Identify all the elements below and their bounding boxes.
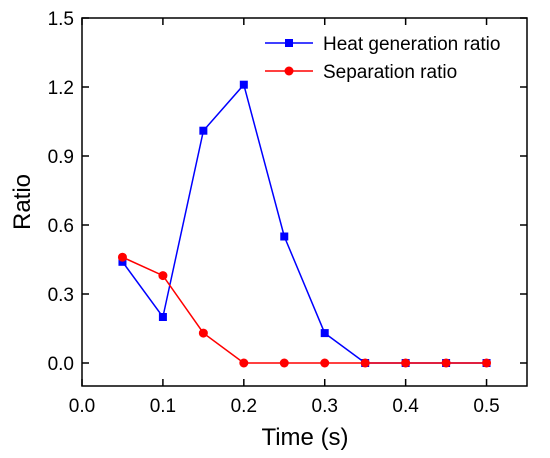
data-point: [320, 358, 330, 368]
data-point: [280, 232, 289, 241]
data-point: [158, 313, 167, 321]
x-tick-label: 0.1: [150, 396, 176, 417]
data-point: [117, 252, 127, 262]
legend-label: Heat generation ratio: [323, 34, 500, 55]
series-1: [117, 252, 492, 368]
x-tick-label: 0.2: [231, 396, 257, 417]
data-point: [198, 328, 208, 338]
legend-label: Separation ratio: [323, 62, 457, 83]
x-axis-title: Time (s): [261, 424, 348, 451]
y-tick-label: 0.6: [48, 216, 74, 237]
data-point: [360, 358, 370, 368]
y-axis-title: Ratio: [9, 174, 36, 230]
x-tick-label: 0.5: [473, 396, 499, 417]
x-tick-label: 0.3: [312, 396, 338, 417]
plot-frame: [81, 17, 528, 387]
data-point: [199, 126, 208, 135]
axis-ticks: 0.0 0.1 0.2 0.3 0.4 0.5 0.0 0.3 0.6 0.9 1.2 1.5: [48, 9, 527, 417]
series-line: [121, 83, 487, 364]
data-point: [239, 80, 248, 89]
y-tick-label: 1.5: [48, 9, 74, 30]
data-point: [320, 329, 329, 338]
data-point: [482, 358, 492, 368]
data-point: [118, 257, 127, 266]
data-point: [401, 358, 411, 368]
y-tick-label: 0.0: [48, 354, 74, 375]
data-point: [279, 358, 289, 368]
legend-marker: [284, 66, 294, 76]
data-point: [239, 358, 249, 368]
y-tick-label: 1.2: [48, 78, 74, 99]
x-tick-label: 0.0: [69, 396, 95, 417]
data-point: [158, 271, 168, 281]
data-point: [441, 358, 451, 368]
series-0: [118, 80, 491, 367]
series-line: [122, 256, 487, 364]
y-tick-label: 0.9: [48, 147, 74, 168]
series-layer: [117, 80, 492, 368]
x-tick-label: 0.4: [392, 396, 419, 417]
legend: Heat generation ratio Separation ratio: [265, 34, 500, 83]
legend-marker: [285, 39, 293, 47]
y-tick-label: 0.3: [48, 285, 74, 306]
